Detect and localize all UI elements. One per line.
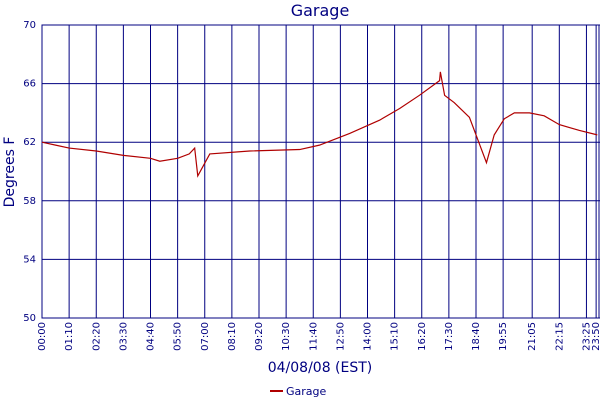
x-tick-label: 18:40 <box>471 322 482 351</box>
x-tick-label: 04:40 <box>146 322 157 351</box>
x-tick-label: 23:50 <box>591 322 600 351</box>
x-tick-label: 02:20 <box>91 322 102 351</box>
x-tick-label: 09:20 <box>254 322 265 351</box>
plot-area <box>41 24 600 319</box>
y-tick-label: 58 <box>23 196 36 207</box>
x-tick-label: 22:15 <box>554 322 565 351</box>
x-tick-label: 03:30 <box>118 322 129 351</box>
x-tick-label: 05:50 <box>173 322 184 351</box>
y-tick-label: 70 <box>23 20 36 31</box>
x-tick-label: 00:00 <box>37 322 48 351</box>
x-tick-label: 14:00 <box>363 322 374 351</box>
x-tick-label: 15:10 <box>390 322 401 351</box>
x-tick-label: 16:20 <box>417 322 428 351</box>
x-tick-label: 19:55 <box>498 322 509 351</box>
x-tick-label: 17:30 <box>444 322 455 351</box>
x-tick-label: 23:25 <box>581 322 592 351</box>
y-tick-label: 54 <box>23 254 36 265</box>
x-tick-label: 21:05 <box>527 322 538 351</box>
legend-label: Garage <box>286 385 327 398</box>
x-tick-label: 10:30 <box>281 322 292 351</box>
y-tick-label: 62 <box>23 137 36 148</box>
data-line <box>41 71 598 178</box>
x-tick-label: 11:40 <box>308 322 319 351</box>
y-axis-label: Degrees F <box>2 137 18 208</box>
x-tick-label: 01:10 <box>64 322 75 351</box>
y-tick-label: 50 <box>23 313 36 324</box>
x-tick-label: 07:00 <box>200 322 211 351</box>
chart-title: Garage <box>291 1 350 20</box>
x-tick-label: 12:50 <box>335 322 346 351</box>
x-axis-label: 04/08/08 (EST) <box>268 360 373 376</box>
x-tick-label: 08:10 <box>227 322 238 351</box>
y-tick-label: 66 <box>23 79 36 90</box>
